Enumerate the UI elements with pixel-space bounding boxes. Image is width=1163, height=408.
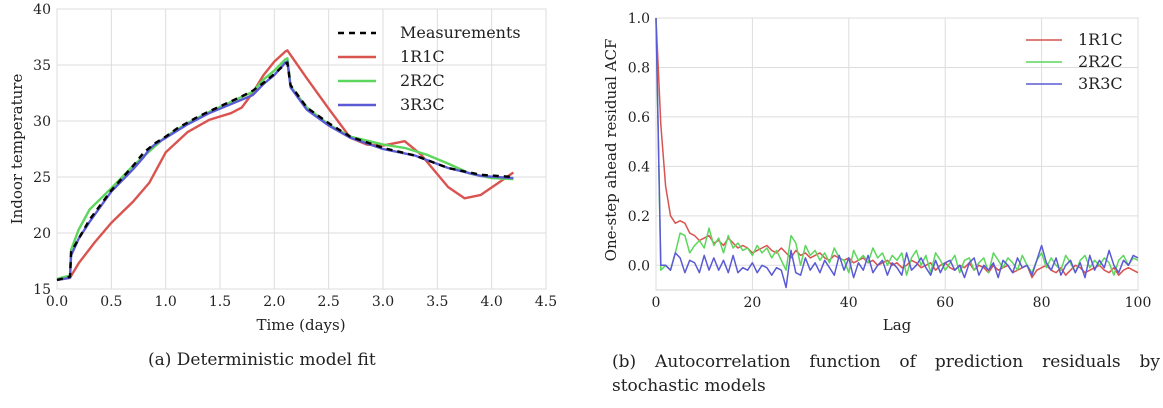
legend-label: Measurements [400, 23, 521, 42]
x-tick-label: 0.5 [100, 294, 122, 310]
chart-b-yticks: 0.0 0.2 0.4 0.6 0.8 1.0 [628, 11, 650, 274]
x-tick-label: 4.0 [481, 294, 503, 310]
chart-b-lines [655, 17, 1139, 289]
y-tick-label: 0.6 [628, 110, 650, 126]
series-line-1r1c [655, 17, 1139, 279]
x-tick-label: 0 [652, 295, 661, 311]
y-tick-label: 0.4 [628, 159, 650, 175]
x-tick-label: 2.0 [263, 294, 285, 310]
x-tick-label: 1.0 [155, 294, 177, 310]
chart-a-grid [56, 8, 547, 290]
chart-b-grid [655, 17, 1139, 290]
chart-a-ylabel: Indoor temperature [8, 74, 26, 225]
legend-label: 1R1C [1078, 30, 1123, 49]
y-tick-label: 0.0 [628, 258, 650, 274]
series-line-2r2c [56, 57, 514, 281]
y-tick-label: 35 [33, 58, 51, 74]
caption-a: (a) Deterministic model fit [148, 350, 376, 370]
legend-label: 1R1C [400, 47, 445, 66]
y-tick-label: 0.8 [628, 60, 650, 76]
chart-a-xlabel: Time (days) [256, 316, 345, 334]
y-tick-label: 20 [33, 226, 51, 242]
y-tick-label: 25 [33, 170, 51, 186]
x-tick-label: 40 [840, 295, 858, 311]
legend-label: 3R3C [1078, 74, 1123, 93]
legend-label: 2R2C [1078, 52, 1123, 71]
y-tick-label: 40 [33, 2, 51, 18]
x-tick-label: 20 [743, 295, 761, 311]
x-tick-label: 3.0 [372, 294, 394, 310]
y-tick-label: 1.0 [628, 11, 650, 27]
chart-a-frame [56, 8, 547, 290]
series-line-measurements [56, 61, 514, 282]
series-line-2r2c [655, 17, 1139, 276]
chart-b-legend: 1R1C 2R2C 3R3C [1026, 30, 1123, 93]
chart-a-legend: Measurements 1R1C 2R2C 3R3C [338, 23, 521, 114]
chart-a-yticks: 15 20 25 30 35 40 [33, 2, 51, 298]
x-tick-label: 80 [1033, 295, 1051, 311]
legend-label: 2R2C [400, 71, 445, 90]
caption-b: (b) Autocorrelation function of predicti… [612, 352, 1160, 396]
figure: 0.0 0.5 1.0 1.5 2.0 2.5 3.0 3.5 4.0 4.5 15 20 25 30 3… [8, 2, 1151, 334]
y-tick-label: 30 [33, 114, 51, 130]
chart-b-ylabel: One-step ahead residual ACF [602, 39, 620, 262]
series-line-1r1c [56, 49, 515, 282]
chart-b-frame [655, 17, 1139, 291]
series-line-3r3c [655, 17, 1139, 289]
y-tick-label: 0.2 [628, 209, 650, 225]
chart-a-xticks: 0.0 0.5 1.0 1.5 2.0 2.5 3.0 3.5 4.0 4.5 [46, 294, 557, 310]
x-tick-label: 0.0 [46, 294, 68, 310]
chart-a: 0.0 0.5 1.0 1.5 2.0 2.5 3.0 3.5 4.0 4.5 15 20 25 30 3… [8, 2, 557, 334]
x-tick-label: 100 [1125, 295, 1152, 311]
chart-b-xlabel: Lag [883, 316, 912, 334]
chart-b: 0 20 40 60 80 100 0.0 0.2 0.4 0.6 0.8 1.0 Lag One-… [602, 11, 1151, 334]
x-tick-label: 60 [936, 295, 954, 311]
chart-a-lines [56, 49, 515, 282]
chart-b-xticks: 0 20 40 60 80 100 [652, 295, 1152, 311]
y-tick-label: 15 [33, 282, 51, 298]
x-tick-label: 4.5 [535, 294, 557, 310]
x-tick-label: 1.5 [209, 294, 231, 310]
x-tick-label: 3.5 [426, 294, 448, 310]
x-tick-label: 2.5 [318, 294, 340, 310]
legend-label: 3R3C [400, 95, 445, 114]
